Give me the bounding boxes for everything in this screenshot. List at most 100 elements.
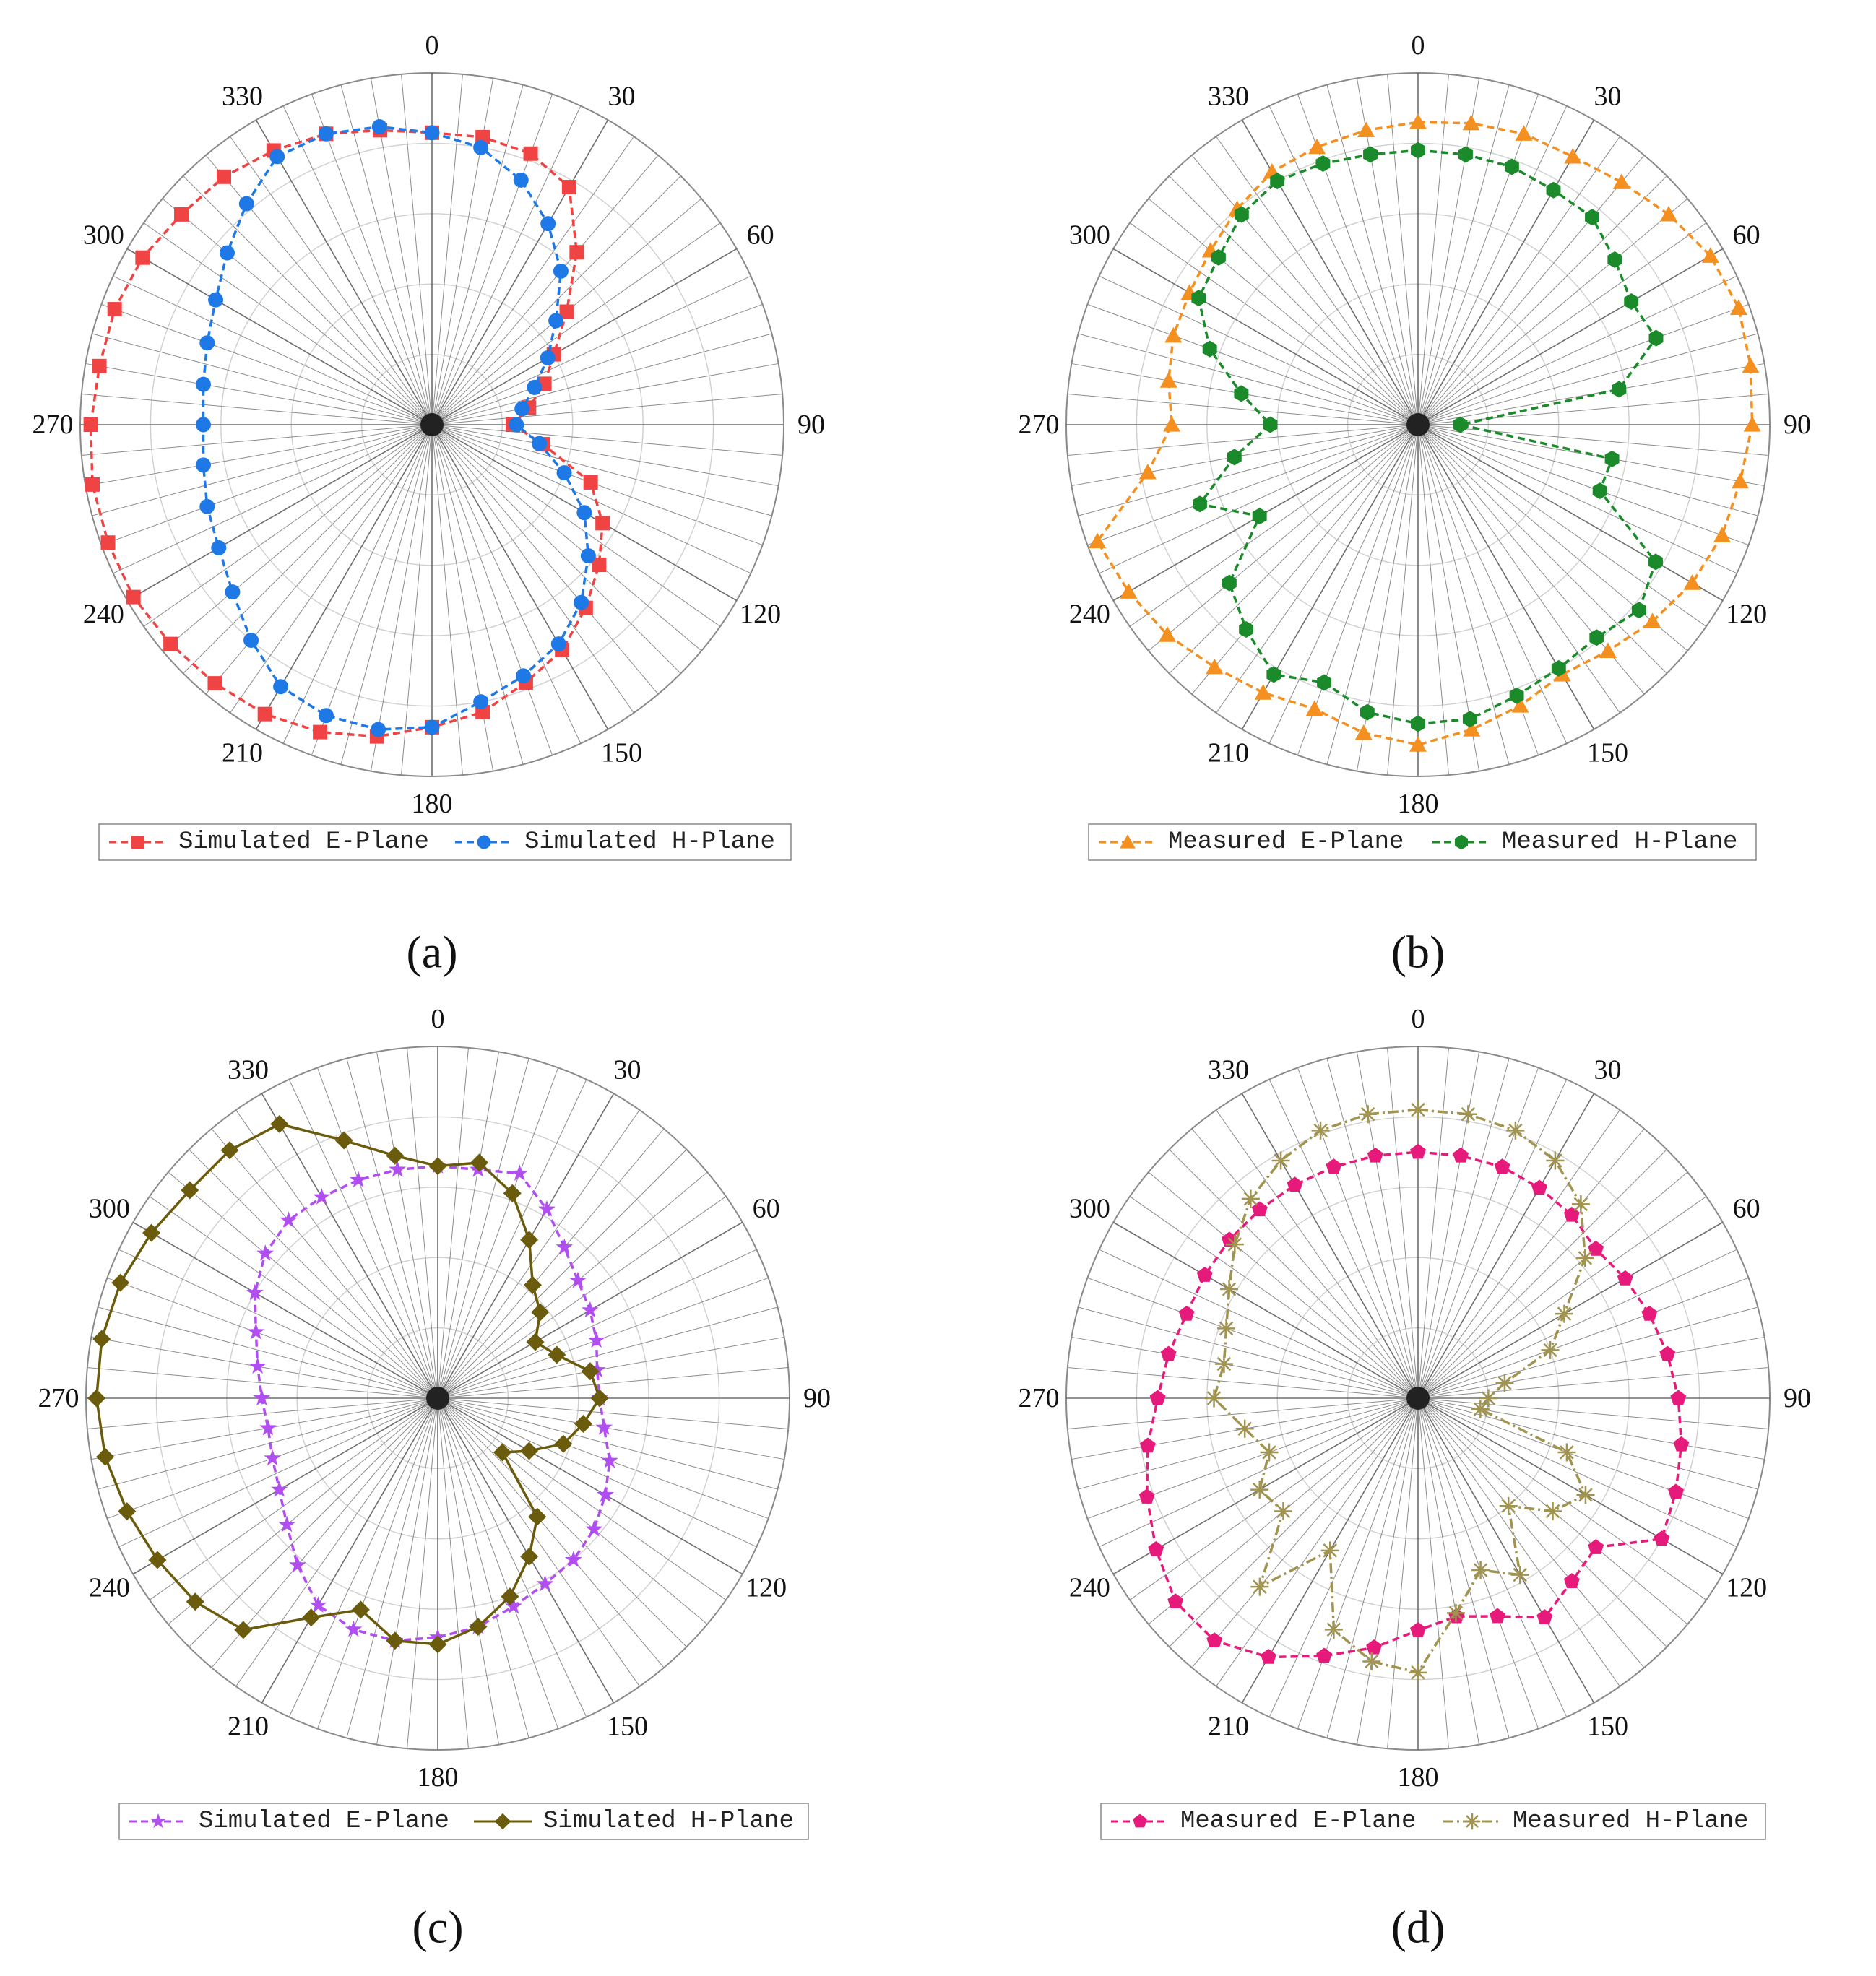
data-point: [1250, 1481, 1269, 1499]
panel-label: (b): [1391, 927, 1445, 978]
data-point: [313, 1188, 331, 1205]
grid-spoke: [437, 1398, 559, 1729]
data-point: [1270, 173, 1285, 190]
data-point: [1250, 1577, 1269, 1596]
polar-grid: [79, 72, 784, 777]
data-point: [273, 679, 289, 695]
grid-spoke: [118, 1398, 438, 1548]
data-point: [1462, 114, 1480, 131]
grid-spoke: [1241, 1093, 1419, 1399]
angle-tick-label: 120: [740, 599, 781, 630]
data-point: [1612, 173, 1630, 189]
grid-spoke: [1078, 1306, 1419, 1399]
polar-center: [426, 1387, 449, 1410]
data-point: [1260, 1443, 1279, 1462]
grid-spoke: [1417, 363, 1765, 425]
data-point: [1357, 121, 1375, 137]
grid-spoke: [168, 1171, 438, 1399]
data-point: [208, 292, 224, 308]
data-point: [1631, 602, 1646, 619]
grid-spoke: [1067, 1367, 1419, 1399]
data-point: [1604, 450, 1620, 467]
grid-spoke: [431, 136, 634, 425]
data-point: [1551, 659, 1566, 677]
angle-tick-label: 90: [803, 1383, 831, 1413]
grid-spoke: [235, 1398, 438, 1687]
grid-spoke: [1417, 1079, 1568, 1399]
grid-spoke: [1326, 84, 1419, 425]
grid-spoke: [1417, 78, 1480, 425]
angle-tick-label: 240: [1069, 599, 1110, 630]
data-point: [590, 1389, 609, 1408]
angle-tick-label: 90: [1784, 410, 1811, 440]
data-point: [1453, 1147, 1469, 1163]
data-point: [1458, 1105, 1477, 1124]
grid-spoke: [91, 1336, 438, 1399]
grid-spoke: [162, 198, 433, 425]
data-point: [1742, 357, 1760, 373]
data-point: [1446, 1603, 1465, 1622]
grid-spoke: [437, 1398, 665, 1668]
grid-spoke: [431, 424, 681, 674]
legend-label: Simulated E-Plane: [178, 828, 429, 856]
grid-spoke: [1268, 1079, 1419, 1399]
panel-label: (d): [1391, 1902, 1445, 1953]
data-point: [1462, 711, 1477, 728]
legend-label: Simulated E-Plane: [199, 1808, 449, 1835]
grid-spoke: [340, 84, 433, 425]
data-point: [528, 1507, 547, 1526]
grid-spoke: [132, 1398, 438, 1575]
data-point: [264, 1449, 282, 1466]
data-point: [540, 350, 556, 365]
data-point: [135, 250, 150, 265]
data-point: [581, 1301, 599, 1318]
grid-spoke: [81, 424, 433, 456]
grid-spoke: [1417, 198, 1688, 425]
grid-spoke: [437, 1058, 529, 1399]
data-point: [1489, 1608, 1505, 1624]
grid-spoke: [1191, 1398, 1419, 1668]
data-point: [83, 417, 98, 432]
grid-spoke: [211, 1128, 438, 1399]
angle-tick-label: 150: [601, 738, 642, 768]
data-point: [523, 146, 538, 161]
data-point: [1410, 1621, 1426, 1637]
data-point: [583, 474, 598, 490]
angle-tick-label: 60: [753, 1194, 780, 1224]
data-point: [428, 1157, 447, 1176]
grid-spoke: [98, 1306, 438, 1399]
grid-spoke: [431, 248, 738, 425]
data-point: [473, 139, 489, 155]
grid-spoke: [431, 424, 702, 651]
grid-spoke: [1078, 333, 1419, 425]
angle-tick-label: 150: [1587, 1712, 1628, 1742]
data-point: [1713, 526, 1732, 542]
grid-spoke: [1417, 333, 1758, 425]
data-point: [1354, 724, 1373, 740]
grid-spoke: [431, 222, 721, 425]
grid-spoke: [1099, 275, 1419, 425]
angle-tick-label: 60: [1733, 220, 1760, 251]
data-point: [118, 1502, 137, 1521]
grid-spoke: [437, 1067, 559, 1399]
data-point: [85, 477, 100, 492]
grid-spoke: [316, 1398, 438, 1729]
legend-label: Simulated H-Plane: [543, 1808, 794, 1835]
angle-tick-label: 300: [1069, 1194, 1110, 1224]
data-point: [243, 632, 259, 648]
grid-spoke: [1417, 1398, 1539, 1729]
grid-spoke: [437, 1398, 789, 1429]
grid-spoke: [1071, 424, 1419, 487]
data-point: [371, 722, 386, 737]
polar-center: [1406, 413, 1430, 436]
grid-spoke: [1417, 1058, 1510, 1399]
data-point: [516, 668, 532, 684]
grid-spoke: [1417, 1398, 1737, 1548]
grid-spoke: [230, 136, 433, 425]
data-point: [186, 1592, 204, 1611]
data-point: [1235, 1419, 1254, 1438]
data-point: [270, 1481, 288, 1497]
grid-spoke: [1387, 1398, 1419, 1749]
data-point: [1196, 1267, 1213, 1282]
grid-spoke: [107, 1277, 438, 1399]
